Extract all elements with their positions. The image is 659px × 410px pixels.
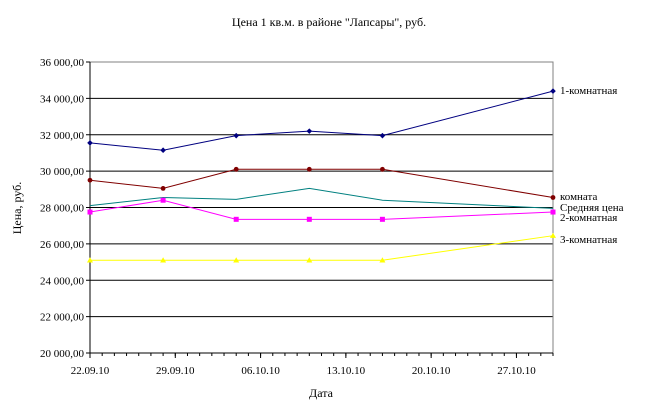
data-point-4-3 [306, 257, 313, 263]
series-0 [87, 88, 556, 154]
data-point-1-3 [306, 166, 312, 172]
x-axis-title: Дата [309, 386, 334, 400]
data-point-0-1 [160, 147, 166, 154]
y-tick-label-2: 24 000,00 [40, 275, 85, 287]
data-point-1-0 [87, 177, 93, 183]
series-lines [87, 88, 556, 263]
data-point-1-5 [550, 195, 556, 200]
series-label-1: комната [560, 191, 597, 203]
x-tick-label-3: 13.10.10 [327, 365, 366, 377]
data-point-1-1 [160, 186, 166, 191]
data-point-3-2 [233, 216, 239, 222]
series-label-3: 2-комнатная [560, 212, 617, 224]
y-axis-title: Цена, руб. [10, 182, 24, 235]
y-tick-label-7: 34 000,00 [40, 93, 85, 105]
series-3 [87, 197, 556, 222]
data-point-3-0 [87, 209, 93, 215]
y-tick-label-3: 26 000,00 [40, 239, 85, 251]
x-axis-ticks: 22.09.10 29.09.10 06.10.10 13.10.10 20.10.10… [71, 353, 554, 377]
data-point-3-5 [550, 209, 556, 215]
data-point-0-4 [379, 132, 386, 139]
data-point-0-2 [233, 132, 240, 139]
chart-title: Цена 1 кв.м. в районе "Лапсары", руб. [232, 15, 426, 29]
data-point-4-5 [550, 232, 556, 238]
y-tick-label-0: 20 000,00 [40, 348, 85, 360]
data-point-3-4 [379, 216, 385, 222]
y-tick-label-8: 36 000,00 [40, 57, 85, 69]
series-2 [89, 187, 554, 209]
series-line-0 [89, 90, 554, 151]
data-point-0-5 [550, 88, 556, 94]
y-tick-label-1: 22 000,00 [40, 312, 85, 324]
series-4 [87, 232, 556, 263]
data-point-3-1 [160, 197, 166, 203]
y-tick-label-5: 30 000,00 [40, 166, 85, 178]
data-point-4-0 [87, 257, 93, 263]
data-point-0-3 [306, 128, 313, 134]
data-point-1-4 [380, 166, 385, 172]
data-point-3-3 [306, 216, 312, 222]
grid-lines [90, 61, 553, 354]
data-point-4-2 [233, 257, 240, 263]
series-line-1 [89, 168, 554, 198]
data-point-0-0 [87, 140, 93, 146]
series-label-0: 1-комнатная [560, 85, 617, 97]
x-tick-label-5: 27.10.10 [497, 365, 536, 377]
data-point-4-4 [379, 257, 386, 263]
data-point-1-2 [233, 166, 239, 172]
y-axis-ticks: 20 000,00 22 000,00 24 000,00 26 000,00 28 0… [40, 57, 90, 360]
x-tick-label-0: 22.09.10 [71, 365, 110, 377]
y-tick-label-6: 32 000,00 [40, 130, 85, 142]
y-tick-label-4: 28 000,00 [40, 203, 85, 215]
series-line-2 [89, 187, 554, 209]
series-label-4: 3-комнатная [560, 234, 617, 246]
x-tick-label-4: 20.10.10 [412, 365, 451, 377]
series-label-2: Средняя цена [560, 202, 624, 214]
x-tick-label-2: 06.10.10 [241, 365, 280, 377]
series-line-4 [90, 235, 554, 261]
series-line-3 [89, 199, 554, 220]
x-tick-label-1: 29.09.10 [156, 365, 195, 377]
data-point-4-1 [160, 257, 167, 263]
series-1 [87, 166, 556, 200]
